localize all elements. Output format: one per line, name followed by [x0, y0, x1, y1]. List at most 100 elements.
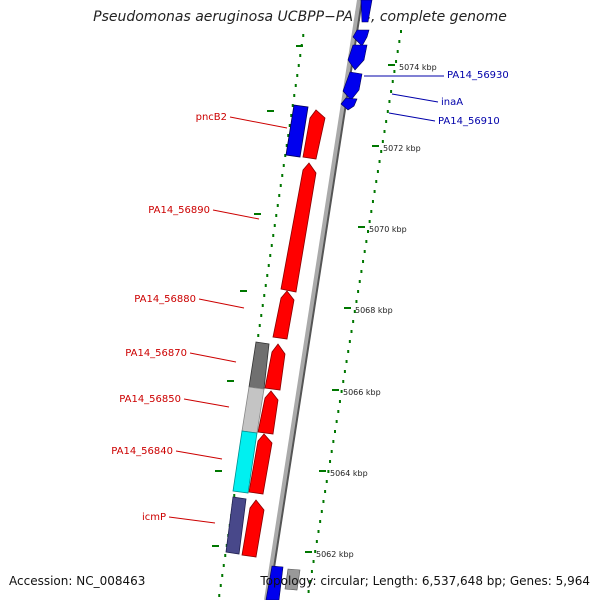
- minor-tick: [284, 154, 287, 157]
- gene-top-b[interactable]: [352, 29, 370, 47]
- minor-tick: [293, 94, 296, 97]
- minor-tick: [343, 370, 346, 373]
- minor-tick: [317, 530, 320, 533]
- gene-label-left[interactable]: PA14_56890: [148, 205, 210, 216]
- gene-label-right[interactable]: PA14_56930: [447, 70, 509, 81]
- minor-tick: [350, 330, 353, 333]
- minor-tick: [263, 294, 266, 297]
- major-tick: [267, 110, 274, 112]
- minor-tick: [290, 114, 293, 117]
- minor-tick: [385, 120, 388, 123]
- major-tick: [388, 64, 395, 66]
- minor-tick: [221, 574, 224, 577]
- minor-tick: [348, 340, 351, 343]
- gene-pncb2-box[interactable]: [285, 104, 309, 158]
- topology-text: Topology: circular; Length: 6,537,648 bp…: [260, 574, 590, 588]
- minor-tick: [276, 204, 279, 207]
- minor-tick: [270, 244, 273, 247]
- gene-label-left[interactable]: icmP: [142, 512, 166, 523]
- minor-tick: [264, 284, 267, 287]
- leader-line: [183, 398, 230, 408]
- minor-tick: [314, 550, 317, 553]
- minor-tick: [266, 274, 269, 277]
- minor-tick: [257, 334, 260, 337]
- gene-label-left[interactable]: pncB2: [196, 112, 227, 123]
- minor-tick: [388, 100, 391, 103]
- major-tick: [296, 45, 303, 47]
- minor-tick: [224, 554, 227, 557]
- minor-tick: [360, 270, 363, 273]
- minor-tick: [340, 390, 343, 393]
- minor-tick: [376, 170, 379, 173]
- gene-pa14-56840-box[interactable]: [232, 430, 258, 494]
- gene-label-left[interactable]: PA14_56880: [134, 294, 196, 305]
- minor-tick: [325, 480, 328, 483]
- gene-pa14-56840-arrow[interactable]: [248, 433, 273, 495]
- minor-tick: [381, 140, 384, 143]
- major-tick: [372, 145, 379, 147]
- tick-label: 5072 kbp: [383, 144, 421, 153]
- gene-pa14-56880-arrow[interactable]: [272, 290, 295, 340]
- leader-line: [388, 112, 436, 122]
- minor-tick: [347, 350, 350, 353]
- minor-tick: [386, 110, 389, 113]
- minor-tick: [288, 124, 291, 127]
- gene-label-left[interactable]: PA14_56870: [125, 348, 187, 359]
- minor-tick: [275, 214, 278, 217]
- gene-top-c[interactable]: [347, 44, 368, 71]
- gene-icmp-box[interactable]: [225, 496, 247, 555]
- minor-tick: [296, 74, 299, 77]
- minor-tick: [375, 180, 378, 183]
- minor-tick: [315, 540, 318, 543]
- gene-inaa[interactable]: [340, 97, 358, 111]
- tick-label: 5062 kbp: [316, 550, 354, 559]
- minor-tick: [319, 520, 322, 523]
- minor-tick: [352, 320, 355, 323]
- gene-pa14-56930[interactable]: [342, 71, 363, 101]
- minor-tick: [332, 440, 335, 443]
- minor-tick: [307, 590, 310, 593]
- minor-tick: [329, 460, 332, 463]
- minor-tick: [355, 300, 358, 303]
- gene-icmp-arrow[interactable]: [241, 499, 265, 558]
- accession-text: Accession: NC_008463: [9, 574, 146, 588]
- tick-label: 5068 kbp: [355, 306, 393, 315]
- minor-tick: [282, 164, 285, 167]
- gene-label-left[interactable]: PA14_56840: [111, 446, 173, 457]
- gene-bottom-gray[interactable]: [284, 568, 301, 591]
- gene-label-right[interactable]: inaA: [441, 97, 463, 108]
- leader-line: [175, 450, 223, 460]
- major-tick: [344, 307, 351, 309]
- minor-tick: [390, 90, 393, 93]
- minor-tick: [383, 130, 386, 133]
- minor-tick: [261, 304, 264, 307]
- minor-tick: [302, 34, 305, 37]
- gene-pa14-56850-arrow[interactable]: [257, 390, 279, 435]
- gene-pa14-56870-arrow[interactable]: [264, 343, 286, 391]
- minor-tick: [324, 490, 327, 493]
- minor-tick: [380, 150, 383, 153]
- minor-tick: [267, 264, 270, 267]
- gene-label-left[interactable]: PA14_56850: [119, 394, 181, 405]
- gene-pa14-56890-arrow[interactable]: [280, 162, 317, 293]
- minor-tick: [291, 104, 294, 107]
- minor-tick: [345, 360, 348, 363]
- tick-label: 5070 kbp: [369, 225, 407, 234]
- gene-top-a[interactable]: [360, 0, 373, 23]
- minor-tick: [334, 430, 336, 433]
- minor-tick: [358, 280, 361, 283]
- minor-tick: [357, 290, 360, 293]
- minor-tick: [400, 30, 402, 33]
- minor-tick: [222, 564, 225, 567]
- leader-line: [229, 116, 288, 129]
- major-ticks: [212, 45, 395, 553]
- major-tick: [240, 290, 247, 292]
- minor-tick: [378, 160, 381, 163]
- minor-tick: [258, 324, 261, 327]
- major-tick: [215, 470, 222, 472]
- minor-tick: [320, 510, 323, 513]
- gene-bottom-blue[interactable]: [265, 565, 284, 600]
- gene-label-right[interactable]: PA14_56910: [438, 116, 500, 127]
- gene-pncb2-arrow[interactable]: [302, 109, 326, 160]
- minor-tick: [368, 220, 371, 223]
